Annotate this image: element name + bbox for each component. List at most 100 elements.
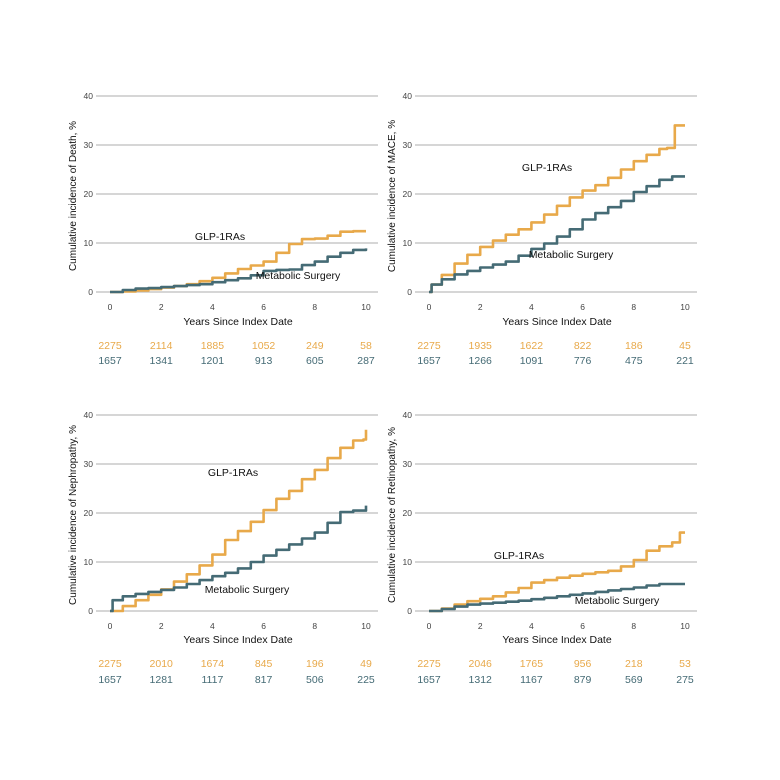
glp1ras-at-risk-value: 956 (574, 658, 592, 670)
y-tick-label: 20 (84, 189, 94, 199)
metabolic-surgery-at-risk-value: 913 (255, 355, 273, 367)
x-tick-label: 4 (210, 302, 215, 312)
metabolic-surgery-at-risk-value: 275 (676, 674, 694, 686)
glp1ras-at-risk-value: 58 (360, 340, 372, 352)
x-tick-label: 0 (427, 302, 432, 312)
glp1ras-at-risk-value: 49 (360, 658, 372, 670)
glp1ras-at-risk-value: 2275 (417, 340, 441, 352)
y-tick-label: 10 (403, 557, 413, 567)
metabolic-surgery-at-risk-value: 1091 (520, 355, 544, 367)
metabolic-surgery-at-risk-value: 605 (306, 355, 324, 367)
metabolic-surgery-at-risk-value: 1657 (417, 355, 441, 367)
metabolic-surgery-at-risk-value: 1201 (201, 355, 225, 367)
x-axis-label: Years Since Index Date (502, 316, 612, 328)
metabolic-surgery-at-risk-value: 1657 (98, 674, 122, 686)
metabolic-surgery-at-risk-value: 1657 (417, 674, 441, 686)
glp1ras-at-risk-value: 2010 (150, 658, 174, 670)
metabolic-surgery-at-risk-value: 1657 (98, 355, 122, 367)
y-tick-label: 30 (403, 459, 413, 469)
metabolic-surgery-curve (429, 582, 685, 613)
metabolic-surgery-at-risk-value: 776 (574, 355, 592, 367)
y-tick-label: 30 (84, 459, 94, 469)
y-tick-label: 10 (84, 557, 94, 567)
y-tick-label: 0 (407, 606, 412, 616)
metabolic-surgery-annotation: Metabolic Surgery (575, 595, 660, 607)
glp1ras-at-risk-value: 218 (625, 658, 643, 670)
x-tick-label: 0 (427, 621, 432, 631)
metabolic-surgery-at-risk-value: 569 (625, 674, 643, 686)
x-tick-label: 8 (631, 302, 636, 312)
y-tick-label: 20 (403, 508, 413, 518)
metabolic-surgery-at-risk-value: 221 (676, 355, 694, 367)
x-tick-label: 6 (261, 621, 266, 631)
x-tick-label: 8 (312, 302, 317, 312)
metabolic-surgery-at-risk-value: 1266 (469, 355, 493, 367)
metabolic-surgery-at-risk-value: 506 (306, 674, 324, 686)
y-tick-label: 40 (403, 410, 413, 420)
y-axis-label: Cumulative incidence of MACE, % (387, 120, 398, 272)
y-tick-label: 0 (407, 287, 412, 297)
x-tick-label: 10 (361, 302, 371, 312)
metabolic-surgery-at-risk-value: 1167 (520, 674, 543, 686)
glp1ras-at-risk-value: 2275 (417, 658, 441, 670)
x-tick-label: 2 (159, 621, 164, 631)
x-tick-label: 0 (108, 302, 113, 312)
metabolic-surgery-at-risk-value: 1312 (469, 674, 493, 686)
metabolic-surgery-at-risk-value: 1117 (201, 674, 223, 686)
glp1ras-curve (429, 124, 685, 294)
y-tick-label: 0 (88, 287, 93, 297)
glp1ras-annotation: GLP-1RAs (195, 231, 245, 243)
y-tick-label: 40 (84, 91, 94, 101)
glp1ras-at-risk-value: 2114 (150, 340, 173, 352)
y-tick-label: 40 (403, 91, 413, 101)
x-tick-label: 10 (680, 302, 690, 312)
metabolic-surgery-annotation: Metabolic Surgery (529, 249, 614, 261)
x-tick-label: 0 (108, 621, 113, 631)
glp1ras-at-risk-value: 2046 (469, 658, 493, 670)
glp1ras-at-risk-value: 1935 (469, 340, 493, 352)
y-tick-label: 20 (84, 508, 94, 518)
y-tick-label: 10 (403, 238, 413, 248)
metabolic-surgery-at-risk-value: 287 (357, 355, 375, 367)
metabolic-surgery-curve (429, 175, 685, 294)
metabolic-surgery-at-risk-value: 475 (625, 355, 643, 367)
glp1ras-annotation: GLP-1RAs (208, 467, 258, 479)
y-tick-label: 20 (403, 189, 413, 199)
glp1ras-at-risk-value: 2275 (98, 340, 122, 352)
x-tick-label: 6 (580, 302, 585, 312)
glp1ras-curve (110, 429, 368, 613)
metabolic-surgery-at-risk-value: 1281 (150, 674, 174, 686)
glp1ras-at-risk-value: 196 (306, 658, 324, 670)
glp1ras-at-risk-value: 1052 (252, 340, 276, 352)
glp1ras-at-risk-value: 1674 (201, 658, 225, 670)
x-tick-label: 6 (580, 621, 585, 631)
glp1ras-at-risk-value: 2275 (98, 658, 122, 670)
x-tick-label: 8 (631, 621, 636, 631)
y-tick-label: 30 (84, 140, 94, 150)
x-tick-label: 2 (159, 302, 164, 312)
y-tick-label: 10 (84, 238, 94, 248)
glp1ras-at-risk-value: 45 (679, 340, 691, 352)
metabolic-surgery-at-risk-value: 817 (255, 674, 273, 686)
y-tick-label: 0 (88, 606, 93, 616)
glp1ras-at-risk-value: 53 (679, 658, 691, 670)
x-tick-label: 4 (210, 621, 215, 631)
glp1ras-curve (429, 531, 685, 613)
glp1ras-at-risk-value: 845 (255, 658, 273, 670)
x-tick-label: 8 (312, 621, 317, 631)
glp1ras-at-risk-value: 186 (625, 340, 643, 352)
metabolic-surgery-at-risk-value: 1341 (150, 355, 174, 367)
y-tick-label: 40 (84, 410, 94, 420)
glp1ras-annotation: GLP-1RAs (494, 550, 544, 562)
x-axis-label: Years Since Index Date (502, 634, 612, 646)
y-tick-label: 30 (403, 140, 413, 150)
glp1ras-at-risk-value: 1765 (520, 658, 544, 670)
metabolic-surgery-curve (110, 505, 368, 613)
glp1ras-at-risk-value: 1885 (201, 340, 225, 352)
y-axis-label: Cumulative incidence of Death, % (68, 121, 79, 271)
x-axis-label: Years Since Index Date (183, 316, 293, 328)
glp1ras-at-risk-value: 249 (306, 340, 324, 352)
metabolic-surgery-at-risk-value: 879 (574, 674, 592, 686)
metabolic-surgery-at-risk-value: 225 (357, 674, 375, 686)
